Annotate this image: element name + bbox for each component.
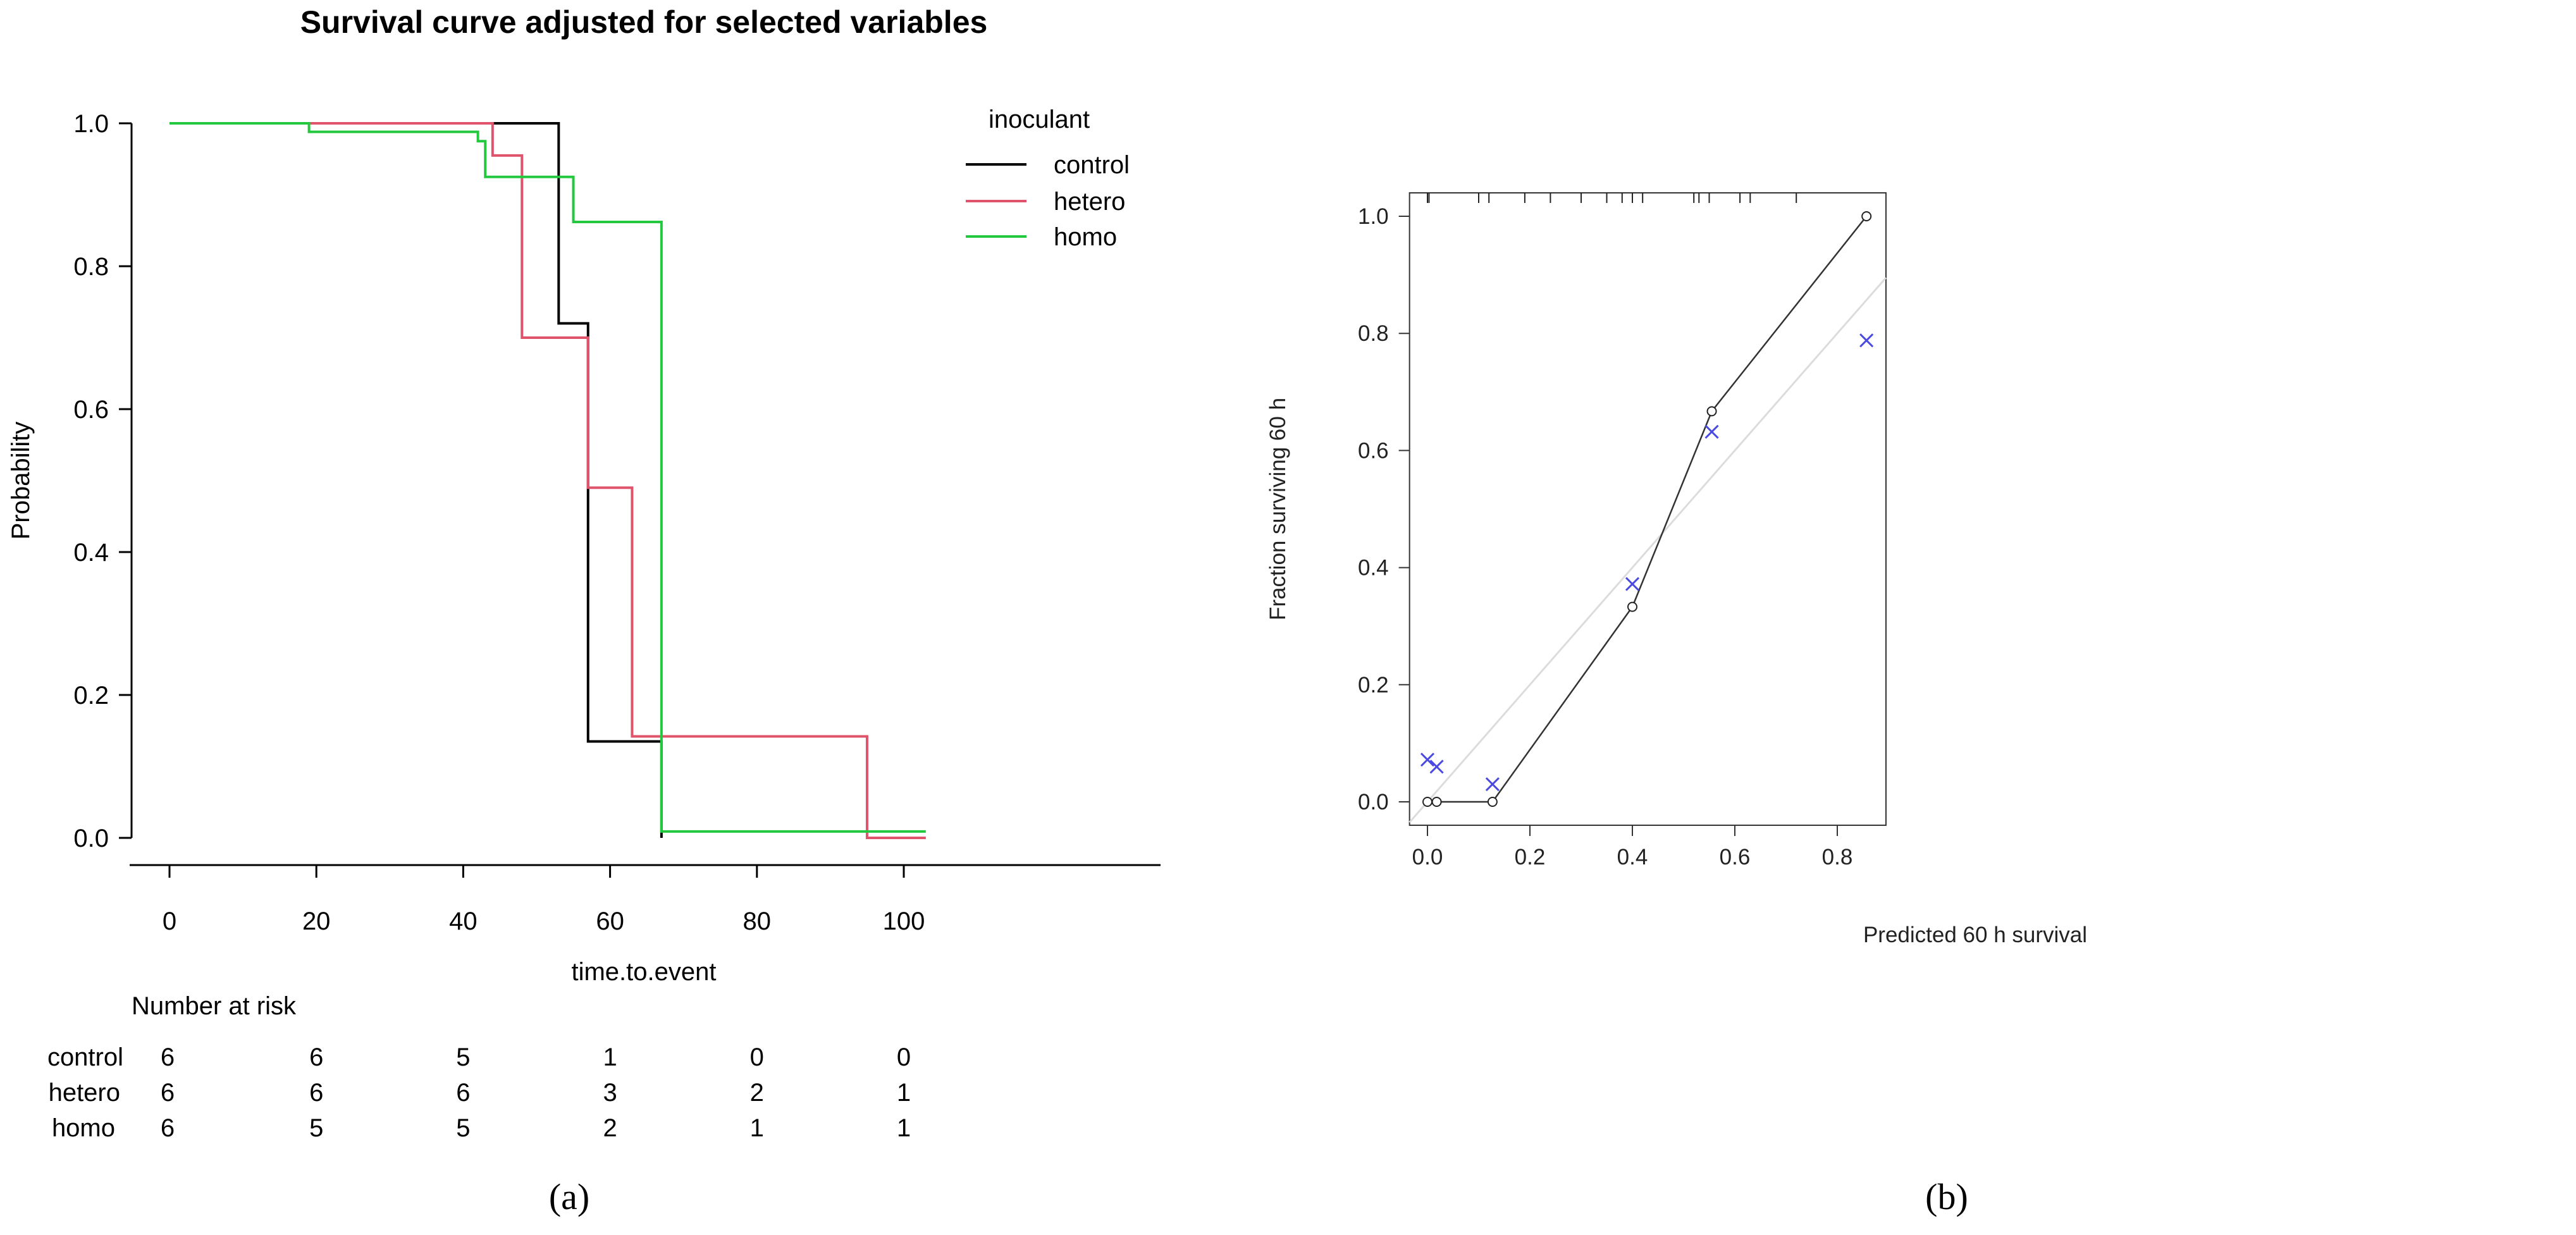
panel-b-calibration-chart: 0.0 0.2 0.4 0.6 0.8 1.0 0.0 0.2 0.4 0.6 0.8 Predic… — [1266, 192, 2087, 1217]
x-tick-label: 0 — [163, 907, 176, 935]
y-tick-label: 1.0 — [73, 110, 109, 138]
km-curve-homo — [169, 122, 926, 833]
y-tick-label: 0.2 — [73, 682, 109, 710]
risk-table-title: Number at risk — [132, 992, 297, 1020]
panel-label-b: (b) — [1925, 1176, 1968, 1217]
legend-title: inoculant — [989, 106, 1090, 133]
risk-value-homo: 5 — [309, 1114, 323, 1142]
risk-value-homo: 2 — [603, 1114, 617, 1142]
bias-corrected-point — [1485, 777, 1500, 792]
x-tick-label: 80 — [743, 907, 772, 935]
y-tick-label-b: 0.0 — [1358, 790, 1389, 814]
risk-value-hetero: 6 — [309, 1079, 323, 1107]
x-tick-label-b: 0.2 — [1515, 845, 1546, 869]
x-tick-label-b: 0.6 — [1720, 845, 1751, 869]
observed-point — [1706, 406, 1717, 417]
observed-point — [1422, 797, 1433, 807]
y-tick-label-b: 0.8 — [1358, 321, 1389, 346]
legend-label-homo: homo — [1054, 223, 1117, 251]
y-tick-label: 0.0 — [73, 825, 109, 852]
x-tick-label: 20 — [302, 907, 331, 935]
risk-value-control: 5 — [456, 1043, 470, 1071]
chart-title: Survival curve adjusted for selected var… — [300, 4, 988, 40]
risk-value-homo: 5 — [456, 1114, 470, 1142]
x-axis-label-b: Predicted 60 h survival — [1863, 923, 2087, 947]
observed-point — [1487, 797, 1498, 807]
observed-point — [1627, 601, 1637, 612]
x-tick-label-b: 0.0 — [1412, 845, 1443, 869]
risk-value-control: 1 — [603, 1043, 617, 1071]
y-tick-label: 0.6 — [73, 396, 109, 424]
km-curve-hetero — [169, 122, 926, 839]
y-tick-label-b: 0.6 — [1358, 438, 1389, 463]
plot-frame — [1408, 192, 1887, 826]
observed-point — [1431, 797, 1442, 807]
panel-a-survival-chart: Survival curve adjusted for selected var… — [7, 4, 1161, 1217]
y-tick-label-b: 0.4 — [1358, 556, 1389, 581]
panel-label-a: (a) — [549, 1176, 589, 1217]
bias-corrected-point — [1704, 424, 1719, 439]
legend: inoculant control hetero homo — [966, 106, 1130, 251]
y-axis-label-b: Fraction surviving 60 h — [1266, 398, 1290, 620]
bias-corrected-point — [1625, 577, 1640, 591]
risk-value-hetero: 6 — [456, 1079, 470, 1107]
risk-value-hetero: 2 — [750, 1079, 764, 1107]
risk-value-hetero: 6 — [161, 1079, 175, 1107]
legend-label-hetero: hetero — [1054, 188, 1125, 216]
x-tick-label-b: 0.4 — [1617, 845, 1648, 869]
bias-corrected-point — [1420, 753, 1435, 767]
bias-corrected-point — [1429, 759, 1444, 774]
y-tick-label-b: 0.2 — [1358, 673, 1389, 697]
risk-value-hetero: 3 — [603, 1079, 617, 1107]
legend-label-control: control — [1054, 151, 1130, 179]
risk-row-label-control: control — [47, 1043, 123, 1071]
risk-value-homo: 6 — [161, 1114, 175, 1142]
y-tick-label: 0.8 — [73, 253, 109, 281]
risk-row-label-hetero: hetero — [49, 1079, 120, 1107]
y-tick-label: 0.4 — [73, 539, 109, 567]
x-tick-label: 40 — [449, 907, 478, 935]
x-axis-label: time.to.event — [571, 958, 716, 986]
risk-value-homo: 1 — [750, 1114, 764, 1142]
x-tick-label: 60 — [596, 907, 624, 935]
y-tick-label-b: 1.0 — [1358, 204, 1389, 229]
ideal-reference-line — [1408, 277, 1887, 823]
bias-corrected-point — [1859, 333, 1874, 348]
risk-value-control: 6 — [161, 1043, 175, 1071]
risk-value-control: 6 — [309, 1043, 323, 1071]
observed-point — [1861, 211, 1872, 221]
risk-value-control: 0 — [750, 1043, 764, 1071]
y-axis-label: Probability — [7, 422, 35, 540]
risk-value-hetero: 1 — [897, 1079, 911, 1107]
x-tick-label: 100 — [883, 907, 925, 935]
risk-value-control: 0 — [897, 1043, 911, 1071]
x-tick-label-b: 0.8 — [1822, 845, 1853, 869]
risk-row-label-homo: homo — [52, 1114, 115, 1142]
risk-value-homo: 1 — [897, 1114, 911, 1142]
